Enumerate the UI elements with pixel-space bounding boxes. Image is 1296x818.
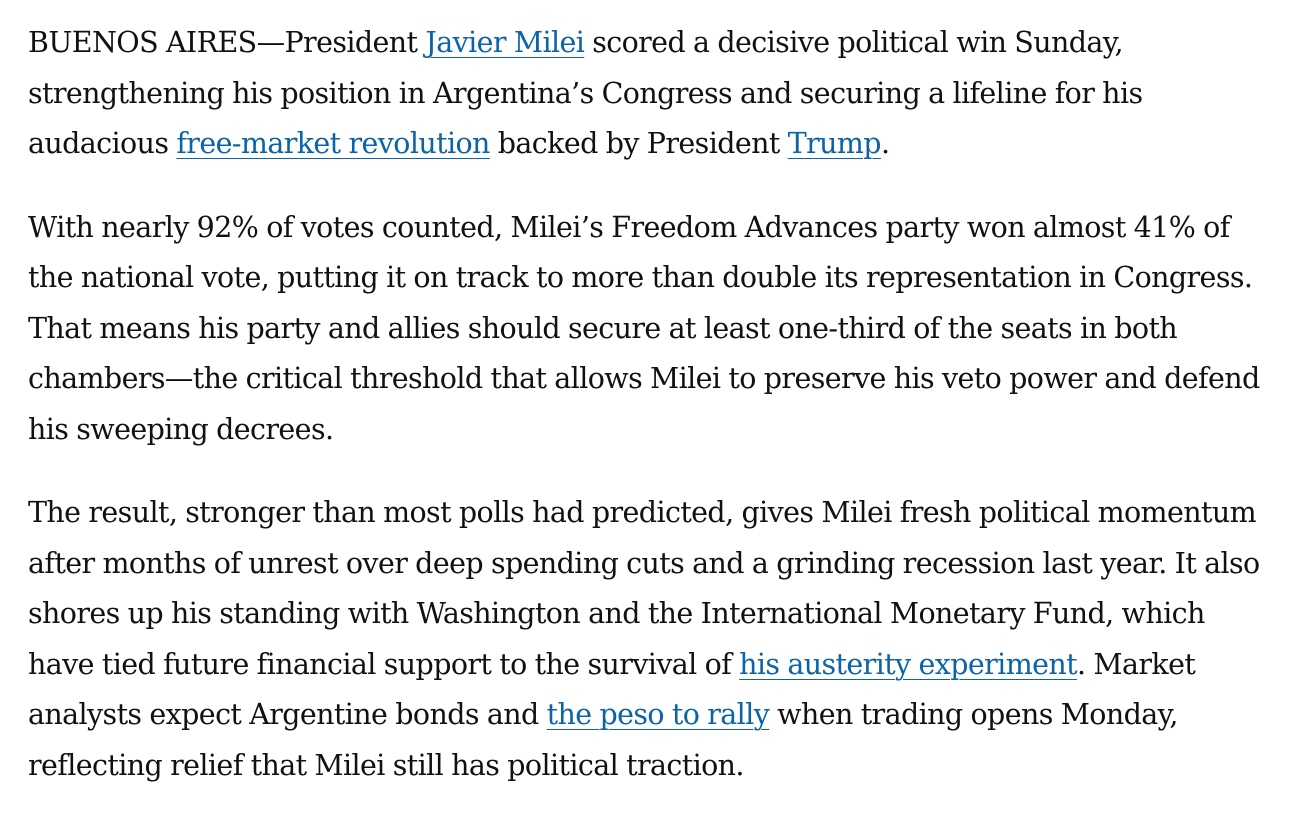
article-paragraph-2: With nearly 92% of votes counted, Milei’… xyxy=(28,203,1276,456)
paragraph-text: scored a decisive political win Sunday, … xyxy=(28,26,1143,160)
paragraph-text: . xyxy=(880,127,890,160)
paragraph-text: With nearly 92% of votes counted, Milei’… xyxy=(28,210,1260,446)
link-the-peso-to-rally[interactable]: the peso to rally xyxy=(546,698,770,731)
article-paragraph-1: BUENOS AIRES—President Javier Milei scor… xyxy=(28,18,1276,170)
paragraph-text: The result, stronger than most polls had… xyxy=(28,496,1260,681)
link-javier-milei[interactable]: Javier Milei xyxy=(425,26,585,59)
paragraph-text: . Market analysts expect Argentine bonds… xyxy=(28,647,1196,732)
link-his-austerity-experiment[interactable]: his austerity experiment xyxy=(739,647,1077,681)
article-paragraph-3: The result, stronger than most polls had… xyxy=(28,488,1276,791)
paragraph-text: BUENOS AIRES—President xyxy=(28,26,426,59)
paragraph-text: when trading opens Monday, reflecting re… xyxy=(28,698,1178,782)
paragraph-text: backed by President xyxy=(489,127,788,160)
link-free-market-revolution[interactable]: free-market revolution xyxy=(176,127,490,160)
link-trump[interactable]: Trump xyxy=(787,127,882,160)
